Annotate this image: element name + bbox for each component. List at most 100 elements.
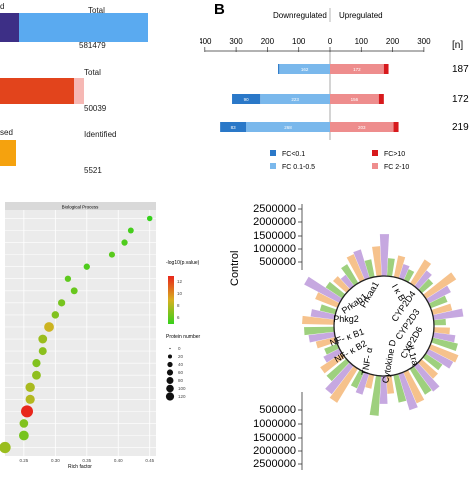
size-legend-label: 60 [178, 370, 184, 375]
panel-a-value: 50039 [84, 104, 107, 113]
panel-b-letter: B [214, 1, 225, 18]
size-legend-label: 100 [178, 386, 186, 391]
color-tick-label: 12 [177, 279, 183, 284]
panel-a-bar [0, 140, 16, 166]
scatter-point [38, 347, 47, 356]
bar-up-strong [393, 122, 399, 132]
scatter-point [18, 430, 29, 441]
radial-bar [414, 270, 432, 290]
bar-down-strong [232, 94, 261, 104]
radial-bar [432, 308, 464, 321]
radial-bar [340, 274, 355, 290]
x-tick-label: 0.30 [51, 458, 60, 463]
radial-bar [325, 362, 354, 395]
bar-down-strong [220, 122, 247, 132]
gene-label: TNF- α [360, 347, 375, 377]
legend-item: FC>10 [372, 150, 405, 158]
scatter-point [25, 394, 35, 404]
radial-bar [410, 259, 432, 287]
scatter-point [108, 251, 116, 258]
axis-tick-label: 300 [417, 37, 431, 46]
radial-bar [422, 353, 443, 371]
color-scale-bar [168, 276, 174, 324]
panel-a-value: 581479 [79, 41, 106, 50]
radial-bar [350, 369, 365, 389]
top-axis-tick-label: 2000000 [253, 216, 296, 228]
radial-bar [418, 359, 439, 379]
size-legend-dot [166, 384, 174, 393]
scatter-point [70, 287, 78, 295]
size-legend-label: 40 [178, 362, 184, 367]
bar-label: 162 [301, 67, 309, 72]
bar-up-weak [330, 122, 394, 132]
bottom-axis-tick-label: 500000 [259, 404, 296, 416]
bar-label: 223 [291, 97, 299, 102]
bottom-axis-tick-label: 2000000 [253, 445, 296, 457]
gene-label: Phkg2 [333, 314, 359, 324]
radial-bar [315, 337, 337, 349]
scatter-point [146, 215, 153, 222]
axis-tick-label: 400 [200, 37, 212, 46]
axis-tick-label: 300 [229, 37, 243, 46]
panel-a-row: Total 581479 d [0, 2, 200, 62]
panel-c-chart: Biological Process 0.25 0.30 0.35 0.40 0.45 … [0, 202, 201, 470]
legend-swatch [270, 150, 276, 156]
bar-label: 203 [358, 125, 366, 130]
radial-bar [431, 337, 458, 351]
radial-bar [355, 371, 370, 395]
size-legend-dot [166, 377, 174, 384]
bottom-axis-tick-label: 1000000 [253, 418, 296, 430]
radial-bar [413, 362, 440, 392]
control-label: Control [229, 251, 241, 286]
facet-strip [5, 202, 156, 210]
radial-bar [409, 366, 432, 395]
legend-label: FC 0.1-0.5 [282, 164, 315, 171]
radial-bar [398, 372, 418, 411]
x-tick-label: 0.40 [114, 458, 123, 463]
panel-a: Total 581479 d Total 50039 Identified 5521 sed [0, 0, 200, 175]
plot-area [5, 210, 156, 456]
legend-item: FC 0.1-0.5 [270, 163, 315, 171]
bar-down-strong [278, 64, 280, 74]
color-tick-label: 10 [177, 291, 183, 296]
size-legend-dot [166, 369, 174, 376]
bar-up-weak [330, 94, 379, 104]
bar-label: 268 [284, 125, 292, 130]
bar-up-weak [330, 64, 384, 74]
x-tick-label: 0.45 [145, 458, 154, 463]
radial-bar [325, 281, 346, 299]
panel-b-row: 35121926883203 [176, 122, 469, 133]
panel-a-left-label: sed [0, 128, 13, 137]
bar-label: 172 [353, 67, 361, 72]
radial-bar [324, 343, 340, 355]
bar-label: 90 [244, 97, 250, 102]
scatter-point [127, 227, 134, 234]
radial-bar [341, 264, 359, 286]
legend-swatch [270, 163, 276, 169]
bar-down-weak [260, 94, 330, 104]
radial-bar [329, 365, 358, 403]
size-legend-label: 0 [178, 346, 181, 351]
panel-a-bar-segment [0, 78, 74, 104]
panel-a-bar [0, 78, 84, 104]
panel-a-bar-segment [19, 13, 148, 42]
row-right-count: 219 [452, 122, 469, 133]
scatter-point [0, 441, 11, 454]
panel-b: B Downregulated Upregulated [n] 400 300 20… [176, 0, 474, 175]
bar-up-strong [383, 64, 389, 74]
panel-b-chart: B Downregulated Upregulated [n] 400 300 20… [176, 1, 469, 171]
axis-tick-label: 100 [292, 37, 306, 46]
panel-a-row: Total 50039 [0, 68, 200, 126]
legend-item: FC 2-10 [372, 163, 409, 171]
color-legend-title: -log10(p.value) [166, 260, 200, 266]
header-upregulated: Upregulated [339, 11, 383, 20]
panel-a-bar-segment [73, 78, 84, 104]
legend-label: FC 2-10 [384, 164, 409, 171]
scatter-point [83, 263, 90, 270]
bracket-n-label: [n] [452, 40, 463, 51]
radial-bar [386, 258, 395, 277]
radial-bar [372, 246, 382, 277]
x-tick-label: 0.25 [19, 458, 28, 463]
radial-bar [369, 375, 382, 416]
